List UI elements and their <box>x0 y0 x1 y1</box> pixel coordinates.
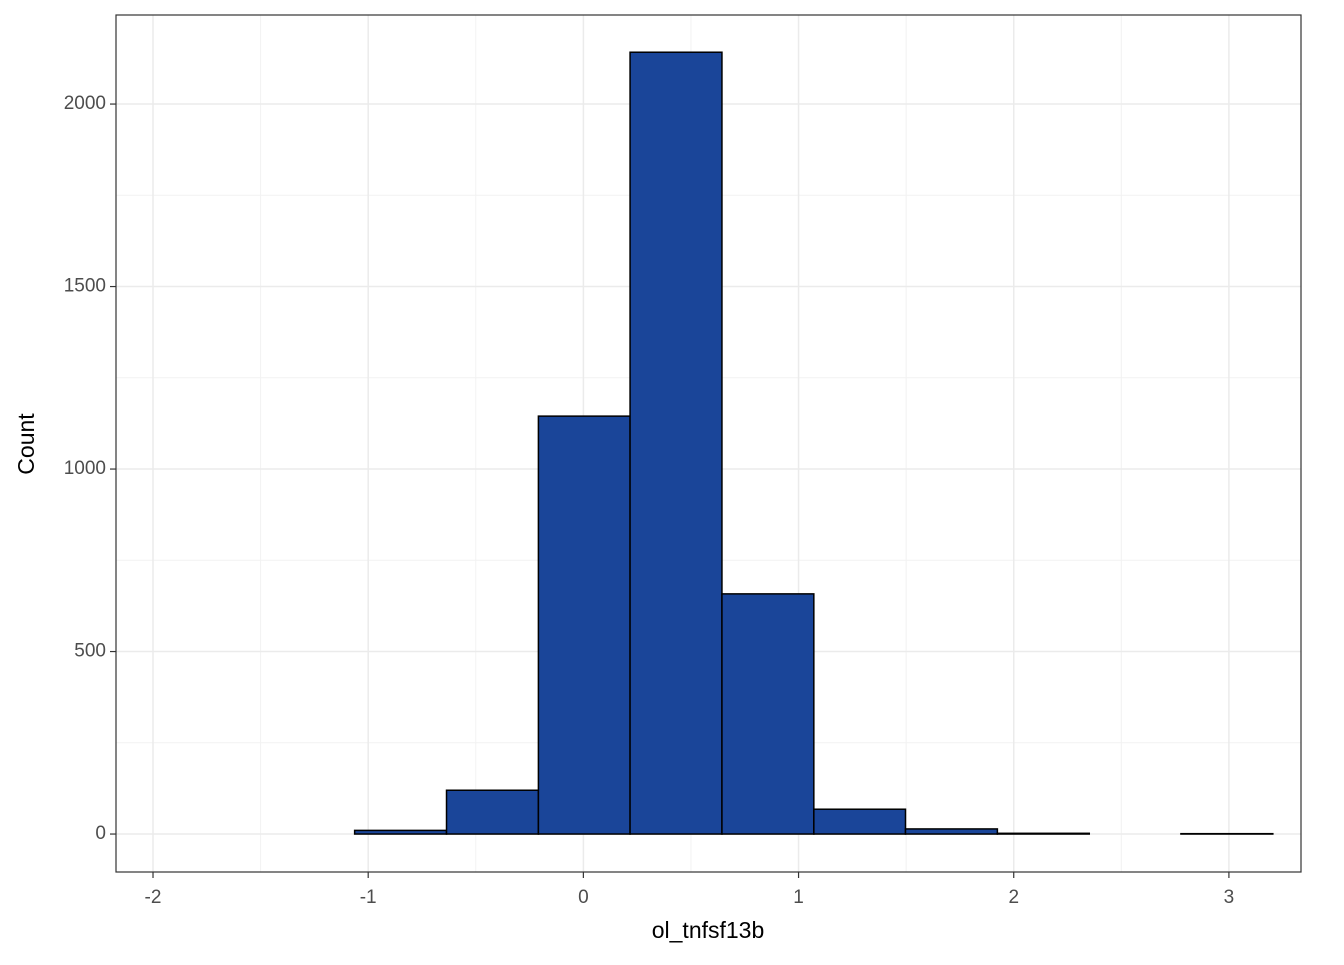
x-tick-label: 3 <box>1224 887 1235 908</box>
y-tick-label: 0 <box>95 823 106 844</box>
bar <box>997 833 1089 834</box>
y-tick-label: 1000 <box>64 458 106 479</box>
y-tick-label: 2000 <box>64 93 106 114</box>
bar <box>630 52 722 834</box>
y-tick-label: 500 <box>74 641 106 662</box>
y-tick-label: 1500 <box>64 276 106 297</box>
x-tick-label: 1 <box>793 887 804 908</box>
y-axis-title: Count <box>13 413 39 475</box>
bar <box>538 416 630 834</box>
x-tick-label: -2 <box>145 887 162 908</box>
bar <box>355 830 447 834</box>
x-tick-label: -1 <box>360 887 377 908</box>
bar <box>722 594 814 834</box>
bar <box>814 809 906 834</box>
x-tick-label: 0 <box>578 887 589 908</box>
x-axis-title: ol_tnfsf13b <box>652 917 765 943</box>
bar <box>447 790 539 834</box>
x-tick-label: 2 <box>1008 887 1019 908</box>
bar <box>905 829 997 834</box>
